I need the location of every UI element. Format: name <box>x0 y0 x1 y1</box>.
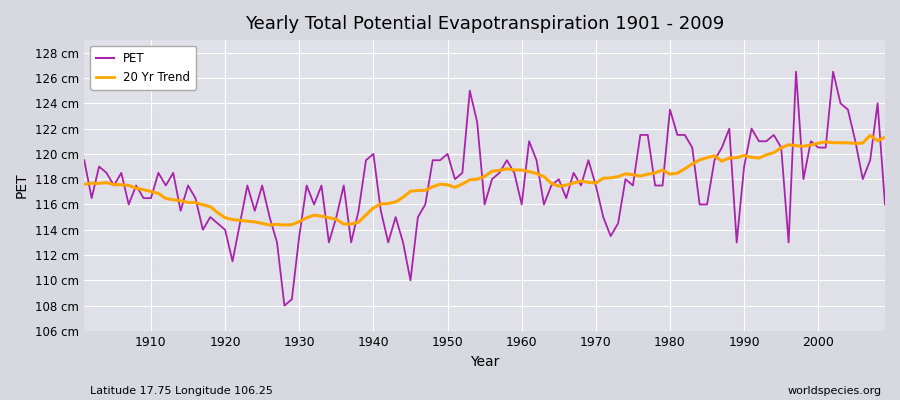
Text: Latitude 17.75 Longitude 106.25: Latitude 17.75 Longitude 106.25 <box>90 386 273 396</box>
Title: Yearly Total Potential Evapotranspiration 1901 - 2009: Yearly Total Potential Evapotranspiratio… <box>245 15 724 33</box>
Text: worldspecies.org: worldspecies.org <box>788 386 882 396</box>
Y-axis label: PET: PET <box>15 173 29 198</box>
X-axis label: Year: Year <box>470 355 500 369</box>
Legend: PET, 20 Yr Trend: PET, 20 Yr Trend <box>90 46 196 90</box>
